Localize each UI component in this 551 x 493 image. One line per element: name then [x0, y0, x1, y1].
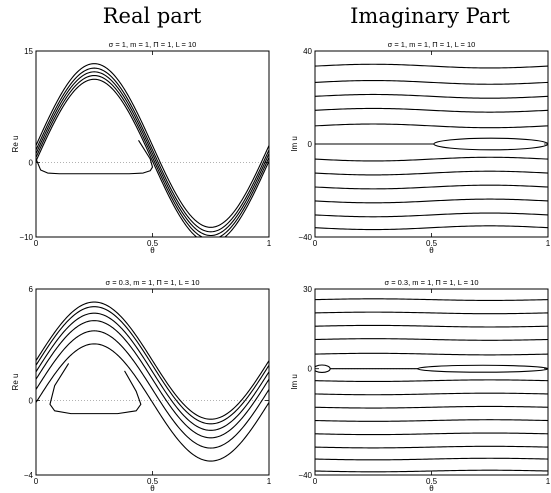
x-axis-label: θ [429, 484, 434, 493]
series-line-2 [36, 71, 269, 237]
series-line-0 [36, 63, 269, 228]
y-tick-label: 40 [303, 47, 312, 56]
series-line-3 [315, 107, 548, 113]
x-tick-label: 0 [313, 477, 318, 486]
y-axis-label: Re u [11, 374, 20, 391]
series-line-1 [315, 79, 548, 85]
x-tick-label: 0.5 [147, 477, 159, 486]
x-tick-label: 0.5 [147, 239, 159, 248]
y-tick-label: 15 [24, 47, 33, 56]
series-line-2 [315, 93, 548, 99]
plot-area [315, 63, 548, 231]
x-axis-label: θ [150, 246, 155, 255]
series-line-11 [315, 457, 548, 461]
series-line-0 [315, 298, 548, 301]
x-tick-label: 0.5 [426, 477, 438, 486]
x-axis-label: θ [429, 246, 434, 255]
y-axis-label: Im u [290, 136, 299, 152]
y-tick-label: −4 [24, 471, 34, 480]
chart-title: σ = 0.3, m = 1, Π = 1, L = 10 [385, 278, 479, 287]
series-line-5 [36, 343, 269, 462]
chart-re2: 0 0.5 160−4σ = 0.3, m = 1, Π = 1, L = 10θR… [11, 278, 272, 493]
y-tick-label: 0 [29, 397, 34, 406]
y-tick-label: −40 [298, 471, 312, 480]
chart-title: σ = 1, m = 1, Π = 1, L = 10 [388, 40, 476, 49]
x-tick-label: 0 [313, 239, 318, 248]
series-line-3 [36, 320, 269, 439]
plot-frame [35, 288, 270, 476]
x-tick-label: 1 [267, 239, 272, 248]
series-ellipse [416, 364, 548, 373]
series-line-4 [315, 352, 548, 356]
chart-title: σ = 0.3, m = 1, Π = 1, L = 10 [106, 278, 200, 287]
series-ellipse [433, 137, 548, 151]
series-loop [49, 363, 142, 415]
plot-area [315, 298, 548, 473]
y-tick-label: −10 [19, 233, 33, 242]
x-tick-label: 1 [546, 239, 551, 248]
y-tick-label: 30 [303, 285, 312, 294]
x-tick-label: 1 [267, 477, 272, 486]
series-line-8 [315, 198, 548, 204]
y-tick-label: −40 [298, 233, 312, 242]
x-tick-label: 0 [34, 239, 39, 248]
series-line-1 [36, 306, 269, 425]
series-line-2 [36, 312, 269, 431]
series-line-0 [315, 63, 548, 69]
imaginary-part-header: Imaginary Part [350, 4, 510, 28]
y-axis-label: Re u [11, 136, 20, 153]
series-line-7 [315, 184, 548, 190]
series-line-3 [315, 338, 548, 341]
y-tick-label: 6 [29, 285, 34, 294]
series-line-10 [315, 445, 548, 449]
series-ellipse [315, 364, 331, 373]
plot-area [36, 63, 269, 237]
y-tick-label: 0 [308, 365, 313, 374]
series-line-8 [315, 419, 548, 422]
series-line-9 [315, 432, 548, 436]
series-line-4 [315, 123, 548, 129]
series-line-5 [315, 156, 548, 162]
series-line-7 [315, 405, 548, 409]
plot-area [36, 301, 269, 462]
series-line-1 [36, 67, 269, 233]
series-line-5 [315, 379, 548, 383]
series-line-9 [315, 212, 548, 218]
series-line-3 [36, 74, 269, 237]
series-line-6 [315, 170, 548, 176]
x-tick-label: 1 [546, 477, 551, 486]
x-tick-label: 0.5 [426, 239, 438, 248]
series-line-0 [36, 301, 269, 420]
y-tick-label: 0 [308, 140, 313, 149]
x-tick-label: 0 [34, 477, 39, 486]
series-line-2 [315, 324, 548, 328]
series-line-4 [36, 330, 269, 449]
series-line-1 [315, 311, 548, 315]
x-axis-label: θ [150, 484, 155, 493]
y-tick-label: 0 [29, 159, 34, 168]
series-line-10 [315, 225, 548, 231]
real-part-header: Real part [102, 4, 202, 28]
chart-title: σ = 1, m = 1, Π = 1, L = 10 [109, 40, 197, 49]
series-line-6 [315, 392, 548, 396]
series-loop [36, 139, 154, 175]
y-axis-label: Im u [290, 374, 299, 390]
series-line-4 [36, 78, 269, 237]
